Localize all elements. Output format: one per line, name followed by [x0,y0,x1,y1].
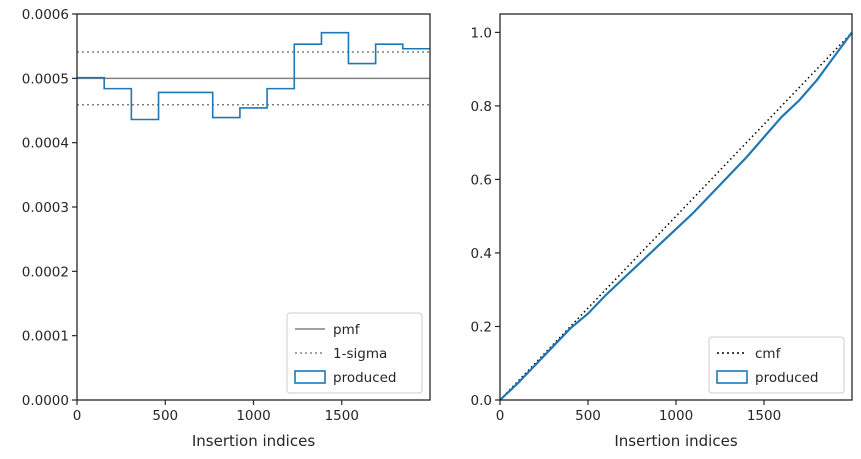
legend-label: 1-sigma [333,346,387,362]
x-tick-label: 1000 [659,408,693,424]
y-tick-label: 0.4 [471,246,492,262]
pmf-chart-legend: pmf 1-sigma produced [286,312,423,394]
pmf-chart: 0 500 1000 1500 0.00000.00010.00020.00030.0… [22,7,431,450]
legend-box [286,312,423,394]
pmf-chart-x-axis: 0 500 1000 1500 [73,400,359,424]
x-tick-label: 1500 [325,408,359,424]
y-tick-label: 0.2 [471,319,492,335]
y-tick-label: 0.0002 [22,264,69,280]
cmf-chart-legend: cmf produced [708,336,845,394]
legend-label: pmf [333,322,361,338]
y-tick-label: 0.0005 [22,71,69,87]
y-tick-label: 0.0000 [22,393,69,409]
y-tick-label: 0.0004 [22,136,69,152]
legend-label: cmf [755,346,782,362]
legend-box [708,336,845,394]
cmf-chart-marks [499,31,853,401]
y-tick-label: 1.0 [471,25,492,41]
y-tick-label: 0.6 [471,172,492,188]
y-tick-label: 0.0 [471,393,492,409]
y-tick-label: 0.0006 [22,7,69,23]
pmf-chart-marks [77,31,430,121]
pmf-chart-x-axis-label: Insertion indices [192,432,315,450]
x-tick-label: 0 [496,408,505,424]
cmf-chart: 0 500 1000 1500 0.0 0.2 0.4 0.6 0.8 1.0 Insertio… [471,13,853,450]
y-tick-label: 0.0003 [22,200,69,216]
cmf-line [499,31,853,401]
x-tick-label: 500 [575,408,601,424]
legend-swatch-produced [294,370,326,384]
y-tick-label: 0.0001 [22,329,69,345]
y-tick-label: 0.8 [471,99,492,115]
produced-line [499,31,853,401]
cmf-chart-x-axis-label: Insertion indices [614,432,737,450]
x-tick-label: 500 [152,408,178,424]
produced-histogram [77,31,430,121]
x-tick-label: 0 [73,408,82,424]
legend-label: produced [333,370,397,386]
pmf-chart-y-axis: 0.0000 0.0001 0.0002 0.0003 0.0004 0.0005 0.00… [22,7,77,409]
x-tick-label: 1500 [747,408,781,424]
cmf-chart-x-axis: 0 500 1000 1500 [496,400,781,424]
cmf-chart-y-axis: 0.0 0.2 0.4 0.6 0.8 1.0 [471,25,500,409]
legend-swatch-produced [716,370,748,384]
legend-label: produced [755,370,819,386]
x-tick-label: 1000 [236,408,270,424]
